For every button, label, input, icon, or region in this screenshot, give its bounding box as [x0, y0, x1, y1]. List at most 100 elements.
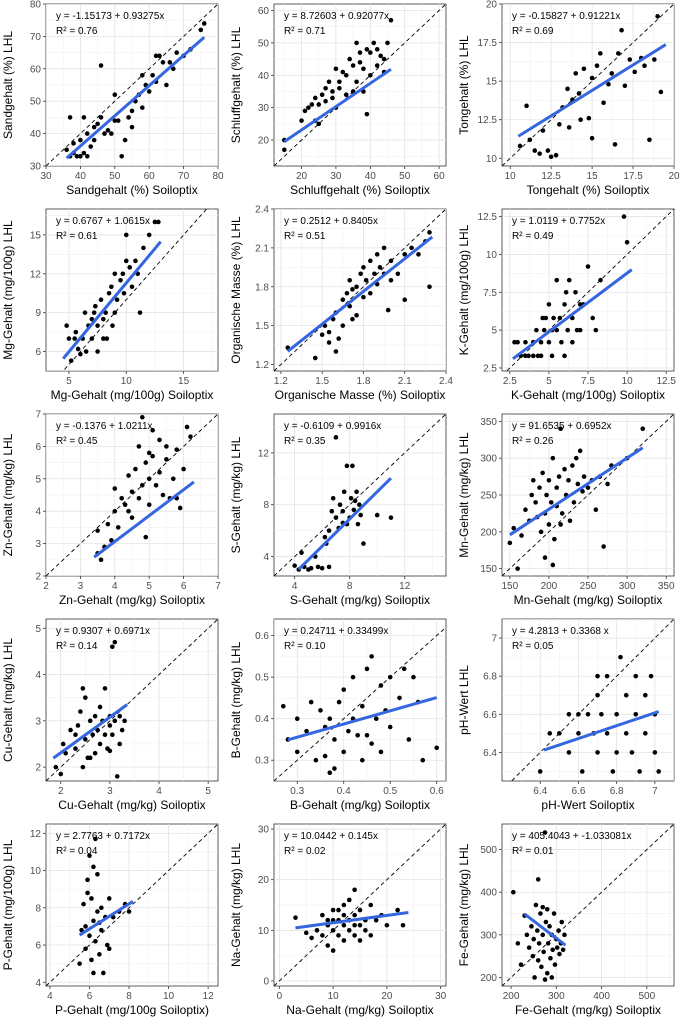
data-point — [157, 53, 162, 59]
data-point — [546, 339, 552, 345]
x-tick-label: 5 — [146, 581, 152, 592]
data-point — [294, 749, 300, 755]
data-point — [112, 639, 118, 645]
data-point — [351, 507, 357, 513]
identity-line — [502, 824, 674, 986]
x-tick-label: 10 — [505, 171, 517, 182]
y-tick-label: 12.5 — [478, 115, 498, 126]
y-tick-label: 30 — [258, 103, 270, 114]
y-tick-label: 6.4 — [483, 748, 497, 759]
r-squared-label: R² = 0.26 — [512, 436, 554, 447]
data-point — [340, 323, 346, 328]
scatter-panel-9: y = 91.6535 + 0.6952x R² = 0.26 150 200 250 3… — [457, 413, 675, 607]
x-tick-label: 6.8 — [610, 786, 624, 797]
data-point — [53, 764, 59, 770]
scatter-panel-7: y = -0.1376 + 1.0211x R² = 0.45 2 3 4 5 6 7 2 3 4 5… — [1, 410, 221, 608]
data-point — [89, 316, 95, 322]
y-tick-label: 5 — [491, 326, 497, 337]
x-tick-label: 0.3 — [290, 786, 304, 797]
data-point — [352, 922, 357, 928]
data-point — [576, 91, 582, 96]
x-tick-label: 250 — [580, 581, 597, 592]
data-point — [112, 118, 118, 123]
data-point — [68, 358, 74, 363]
y-axis-label: Organische Masse (%) LHL — [229, 216, 243, 364]
data-point — [299, 118, 304, 123]
data-point — [107, 748, 113, 754]
data-point — [164, 444, 169, 449]
regression-line — [295, 910, 409, 930]
data-point — [573, 289, 578, 295]
data-point — [368, 902, 374, 908]
x-axis-label: Na-Gehalt (mg/kg) Soiloptix — [286, 1003, 433, 1017]
identity-line — [46, 824, 218, 986]
r-squared-label: R² = 0.14 — [56, 641, 98, 652]
data-point — [115, 525, 121, 530]
data-point — [64, 147, 69, 153]
data-point — [153, 53, 159, 59]
data-point — [294, 716, 300, 721]
data-point — [552, 536, 557, 542]
data-point — [112, 310, 118, 315]
data-point — [105, 128, 111, 133]
regression-equation: y = -0.6109 + 0.9916x — [284, 421, 381, 432]
y-tick-label: 10 — [258, 926, 270, 937]
data-point — [343, 72, 349, 78]
data-point — [529, 924, 534, 929]
data-point — [546, 522, 552, 527]
data-point — [81, 115, 87, 120]
x-axis-label: P-Gehalt (mg/100g Soiloptix) — [55, 1003, 209, 1017]
regression-line — [543, 710, 660, 752]
y-tick-label: 4 — [35, 507, 41, 518]
x-axis-label: Sandgehalt (%) Soiloptix — [66, 183, 197, 197]
data-point — [292, 563, 297, 568]
data-point — [330, 89, 335, 94]
data-point — [177, 505, 183, 511]
data-point — [560, 947, 566, 953]
y-axis-label: Cu-Gehalt (mg/kg) LHL — [1, 638, 15, 762]
data-point — [330, 95, 335, 101]
data-point — [120, 271, 126, 277]
regression-line — [286, 235, 434, 353]
data-point — [368, 258, 373, 264]
data-point — [352, 933, 357, 938]
y-tick-label: 50 — [258, 38, 270, 49]
x-axis-label: B-Gehalt (mg/kg) Soiloptix — [290, 798, 430, 812]
r-squared-label: R² = 0.71 — [284, 26, 326, 37]
data-point — [152, 219, 158, 225]
data-point — [282, 147, 287, 153]
x-tick-label: 15 — [178, 376, 190, 387]
data-point — [101, 336, 106, 341]
data-point — [562, 353, 567, 359]
y-tick-label: 6.8 — [483, 672, 497, 683]
y-tick-label: 200 — [480, 973, 497, 984]
data-point — [358, 512, 363, 518]
data-point — [280, 703, 286, 709]
x-axis-label: Mg-Gehalt (mg/100g) Soiloptix — [51, 388, 214, 402]
data-point — [181, 466, 186, 472]
x-tick-label: 17.5 — [623, 171, 643, 182]
data-point — [133, 258, 138, 264]
data-point — [141, 245, 146, 251]
x-tick-label: 10 — [121, 376, 133, 387]
data-point — [66, 336, 72, 341]
y-axis-label: B-Gehalt (mg/kg) LHL — [229, 641, 243, 758]
data-point — [372, 271, 377, 277]
data-point — [573, 71, 579, 76]
x-tick-label: 3 — [78, 581, 84, 592]
data-point — [119, 727, 125, 733]
data-point — [368, 933, 374, 938]
data-point — [302, 108, 308, 114]
r-squared-label: R² = 0.35 — [284, 436, 326, 447]
data-point — [360, 757, 365, 763]
data-point — [387, 674, 393, 680]
data-point — [320, 912, 325, 918]
data-point — [83, 924, 88, 929]
data-point — [540, 315, 545, 321]
x-tick-label: 20 — [381, 991, 393, 1002]
data-point — [104, 336, 110, 341]
data-point — [363, 928, 368, 933]
data-point — [313, 757, 319, 763]
regression-equation: y = -0.1376 + 1.0211x — [56, 421, 153, 432]
data-point — [627, 57, 633, 62]
